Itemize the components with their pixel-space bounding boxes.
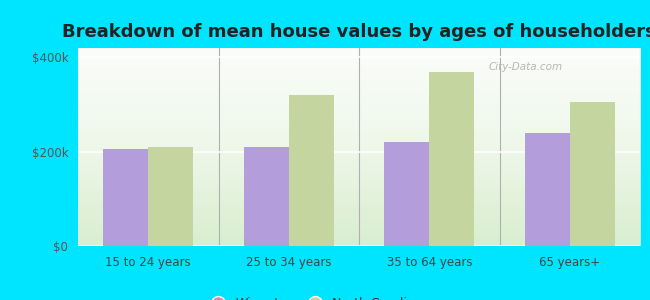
Bar — [103, 149, 148, 246]
Bar — [570, 102, 615, 246]
Bar — [244, 147, 289, 246]
Bar — [525, 133, 570, 246]
Bar — [430, 72, 474, 246]
Title: Breakdown of mean house values by ages of householders: Breakdown of mean house values by ages o… — [62, 23, 650, 41]
Legend: Wingate, North Carolina: Wingate, North Carolina — [200, 292, 428, 300]
Bar — [148, 147, 193, 246]
Bar — [384, 142, 430, 246]
Text: City-Data.com: City-Data.com — [488, 62, 562, 72]
Bar — [289, 95, 334, 246]
